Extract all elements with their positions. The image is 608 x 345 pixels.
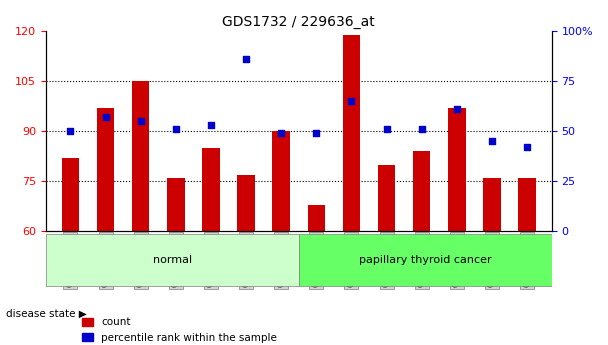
Legend: count, percentile rank within the sample: count, percentile rank within the sample <box>78 313 281 345</box>
Text: papillary thyroid cancer: papillary thyroid cancer <box>359 255 491 265</box>
Bar <box>167 178 185 231</box>
Bar <box>97 108 114 231</box>
Point <box>347 99 356 104</box>
Bar <box>237 175 255 231</box>
Point <box>452 107 461 112</box>
FancyBboxPatch shape <box>46 234 299 286</box>
FancyBboxPatch shape <box>299 234 551 286</box>
Point <box>206 123 216 128</box>
Text: normal: normal <box>153 255 192 265</box>
Point <box>417 127 427 132</box>
Point <box>311 131 321 136</box>
Bar <box>378 165 395 231</box>
Title: GDS1732 / 229636_at: GDS1732 / 229636_at <box>223 15 375 29</box>
Point <box>382 127 392 132</box>
Point <box>241 57 251 62</box>
Bar <box>518 178 536 231</box>
Point <box>276 131 286 136</box>
Point <box>171 127 181 132</box>
Point <box>101 115 111 120</box>
Bar <box>202 148 219 231</box>
Bar <box>132 81 150 231</box>
Bar <box>483 178 501 231</box>
Bar <box>413 151 430 231</box>
Bar <box>308 205 325 231</box>
Bar <box>343 35 360 231</box>
Point <box>522 145 532 150</box>
Bar <box>61 158 79 231</box>
Point <box>136 119 145 124</box>
Bar <box>448 108 466 231</box>
Bar <box>272 131 290 231</box>
Point <box>487 139 497 144</box>
Text: disease state ▶: disease state ▶ <box>6 309 87 319</box>
Point <box>66 129 75 134</box>
